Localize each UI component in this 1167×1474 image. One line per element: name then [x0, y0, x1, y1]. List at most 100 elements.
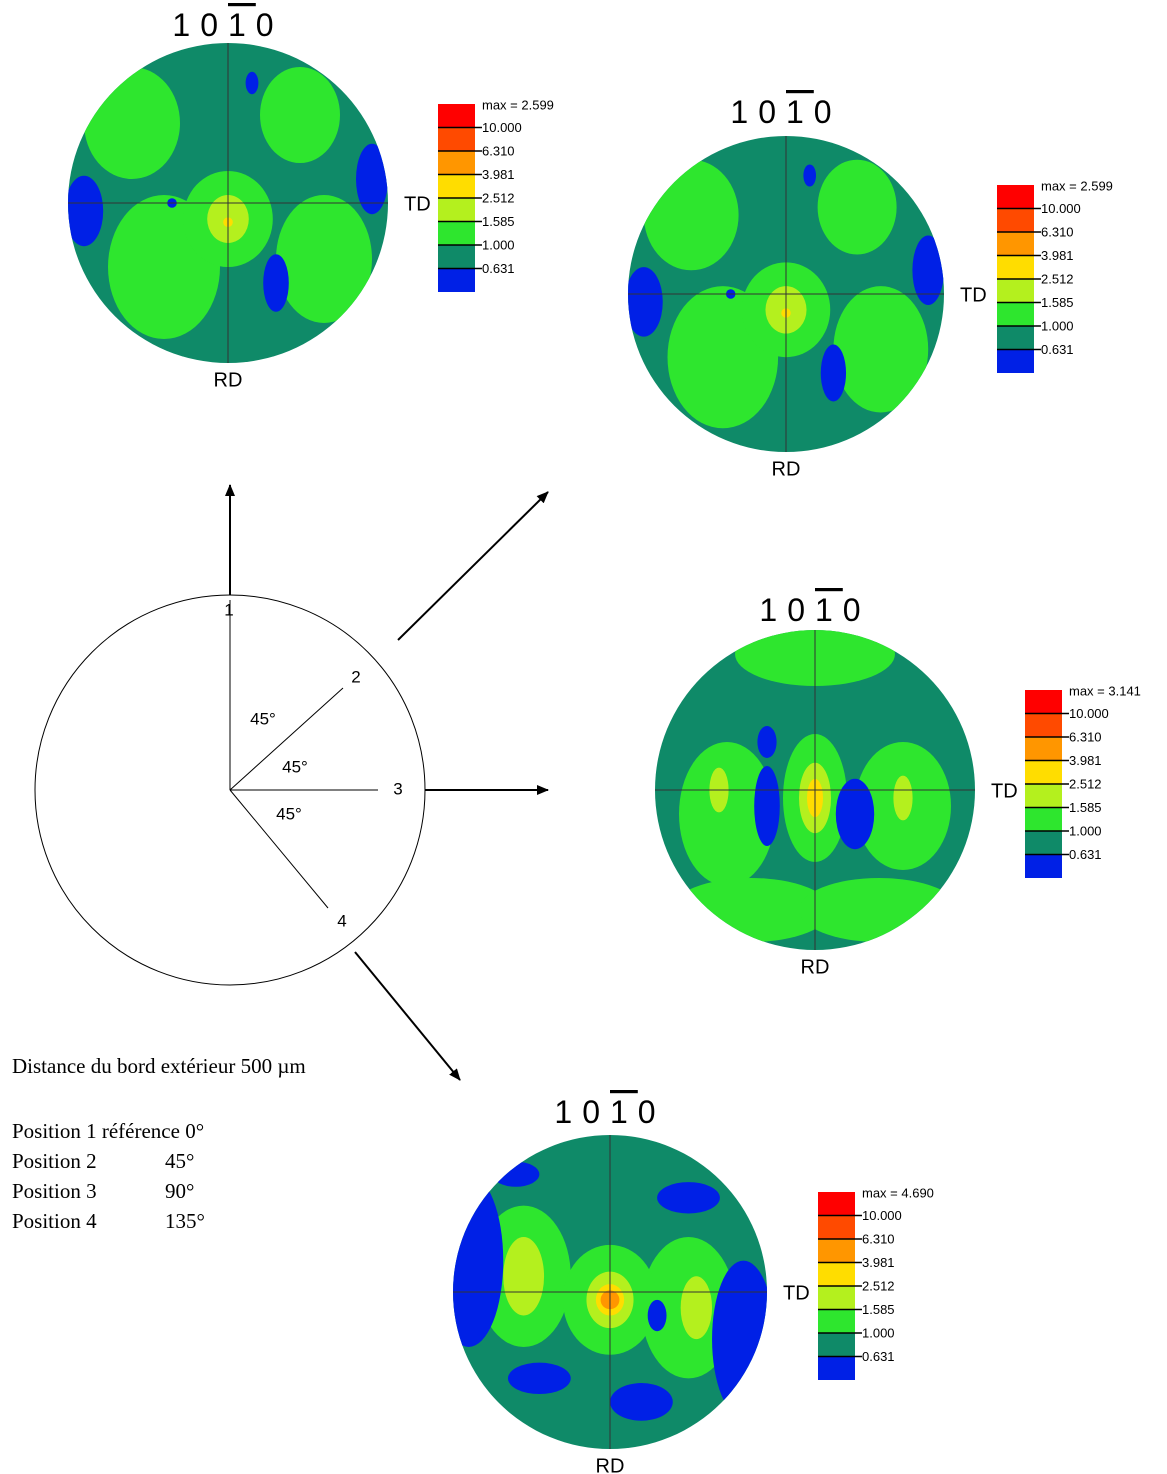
- legend-level: 0.631: [1041, 342, 1074, 357]
- legend-level: 1.000: [482, 237, 515, 252]
- td-label: TD: [960, 284, 987, 306]
- title-digit: 0: [814, 94, 842, 130]
- legend-swatch: [438, 174, 475, 198]
- legend-level: 3.981: [1069, 753, 1102, 768]
- diagram-labels: 1 2 3 4 45° 45° 45°: [224, 600, 402, 930]
- arrow: [397, 491, 549, 641]
- legend-level: 2.512: [862, 1278, 895, 1293]
- legend-swatch: [1025, 807, 1062, 831]
- legend-swatch: [438, 198, 475, 222]
- contour: [657, 1182, 720, 1214]
- title-digit: 0: [787, 592, 815, 628]
- arrow: [354, 951, 461, 1081]
- legend-swatch: [1025, 690, 1062, 714]
- legend-swatch: [997, 326, 1034, 350]
- legend-level: 1.000: [1041, 318, 1074, 333]
- title-digit: 0: [582, 1094, 610, 1130]
- position-note: Position 1 référence 0°: [12, 1119, 204, 1143]
- legend-swatch: [997, 185, 1034, 209]
- legend-swatch: [997, 279, 1034, 303]
- legend-level: 3.981: [1041, 248, 1074, 263]
- legend-max: max = 3.141: [1069, 683, 1141, 698]
- legend-swatch: [438, 127, 475, 151]
- contour: [647, 1299, 667, 1332]
- contour: [757, 726, 777, 758]
- contour: [263, 254, 289, 312]
- rd-label: RD: [214, 369, 243, 391]
- td-label: TD: [783, 1282, 810, 1304]
- contour: [679, 742, 775, 886]
- position-note: Position 4: [12, 1209, 97, 1233]
- legend-level: 3.981: [482, 167, 515, 182]
- contour: [643, 159, 739, 271]
- position-angle: 135°: [165, 1209, 205, 1233]
- td-label: TD: [991, 780, 1018, 802]
- angle-label: 45°: [250, 709, 276, 728]
- title-digit: 1: [730, 94, 758, 130]
- legend-max: max = 2.599: [482, 97, 554, 112]
- pole-title: 1010: [172, 7, 283, 43]
- title-digit: 0: [758, 94, 786, 130]
- legend-level: 2.512: [1041, 271, 1074, 286]
- legend-swatch: [997, 208, 1034, 232]
- legend-swatch: [1025, 737, 1062, 761]
- rd-label: RD: [772, 458, 801, 480]
- legend-swatch: [818, 1286, 855, 1310]
- legend-level: 6.310: [1041, 224, 1074, 239]
- contour: [356, 143, 388, 215]
- legend-swatch: [1025, 831, 1062, 855]
- legend-level: 3.981: [862, 1255, 895, 1270]
- legend-swatch: [997, 302, 1034, 326]
- position-note: Position 3: [12, 1179, 97, 1203]
- contour: [893, 775, 913, 821]
- distance-note: Distance du bord extérieur 500 µm: [12, 1054, 306, 1078]
- contour: [610, 1383, 673, 1421]
- rd-label: RD: [596, 1455, 625, 1474]
- title-digit: 1: [786, 94, 814, 130]
- position-angle: 90°: [165, 1179, 194, 1203]
- title-digit: 1: [815, 592, 843, 628]
- pole-title: 1010: [759, 592, 870, 628]
- contour: [803, 164, 817, 187]
- pole-title: 1010: [554, 1094, 665, 1130]
- contour: [503, 1237, 545, 1316]
- legend-level: 1.000: [1069, 823, 1102, 838]
- legend-swatch: [438, 268, 475, 292]
- radius-line: [229, 687, 344, 791]
- legend-swatch: [438, 245, 475, 269]
- contour: [912, 235, 944, 306]
- legend-level: 0.631: [862, 1349, 895, 1364]
- contour: [245, 71, 259, 95]
- pole-title: 1010: [730, 94, 841, 130]
- legend-swatch: [438, 104, 475, 128]
- title-digit: 1: [228, 7, 256, 43]
- title-digit: 1: [610, 1094, 638, 1130]
- legend-level: 6.310: [1069, 729, 1102, 744]
- legend-level: 10.000: [862, 1208, 902, 1223]
- legend-level: 10.000: [1069, 706, 1109, 721]
- contour: [820, 344, 847, 402]
- legend-level: 1.585: [1069, 800, 1102, 815]
- legend-level: 6.310: [862, 1231, 895, 1246]
- legend-swatch: [818, 1356, 855, 1380]
- position-note: Position 2: [12, 1149, 97, 1173]
- notes: Distance du bord extérieur 500 µm Positi…: [12, 1054, 306, 1233]
- contour: [680, 1276, 713, 1340]
- legend-level: 2.512: [1069, 776, 1102, 791]
- legend-level: 1.585: [862, 1302, 895, 1317]
- title-digit: 0: [200, 7, 228, 43]
- position-label: 2: [351, 667, 360, 686]
- legend-swatch: [438, 221, 475, 245]
- legend-level: 1.585: [1041, 295, 1074, 310]
- position-angle: 45°: [165, 1149, 194, 1173]
- legend-swatch: [818, 1215, 855, 1239]
- legend-max: max = 2.599: [1041, 178, 1113, 193]
- position-label: 4: [337, 911, 346, 930]
- legend-swatch: [997, 232, 1034, 256]
- title-digit: 0: [256, 7, 284, 43]
- legend-swatch: [997, 255, 1034, 279]
